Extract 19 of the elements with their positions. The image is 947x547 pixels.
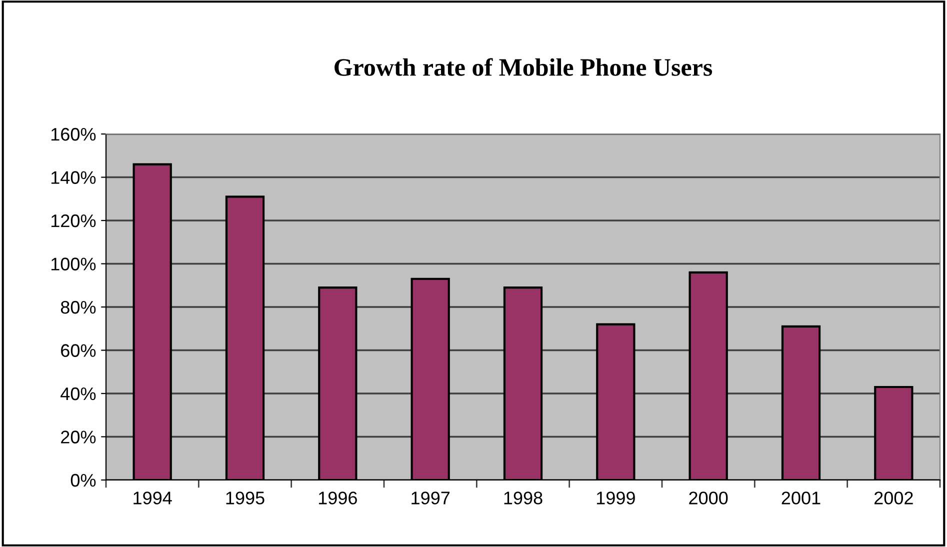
x-tick-label: 1994	[134, 492, 172, 504]
x-tick-label: 1998	[504, 492, 542, 504]
x-tick-label: 1999	[596, 492, 635, 504]
y-tick-label: 160%	[51, 128, 96, 141]
x-tick-label: 1995	[226, 492, 264, 504]
x-tick-label: 2001	[782, 492, 820, 504]
chart-title: Growth rate of Mobile Phone Users	[334, 58, 712, 76]
x-tick-label: 2002	[874, 492, 913, 504]
y-tick-label: 140%	[51, 171, 96, 184]
y-tick-label: 60%	[61, 344, 96, 357]
x-tick-label: 1996	[318, 492, 357, 504]
y-tick-label: 0%	[70, 474, 96, 487]
x-tick-label: 1997	[412, 492, 450, 504]
y-tick-label: 100%	[51, 258, 96, 270]
y-tick-label: 20%	[61, 430, 96, 444]
y-tick-label: 120%	[51, 214, 96, 228]
y-tick-label: 80%	[60, 300, 96, 314]
y-tick-label: 40%	[60, 387, 96, 400]
x-tick-label: 2000	[689, 492, 728, 504]
